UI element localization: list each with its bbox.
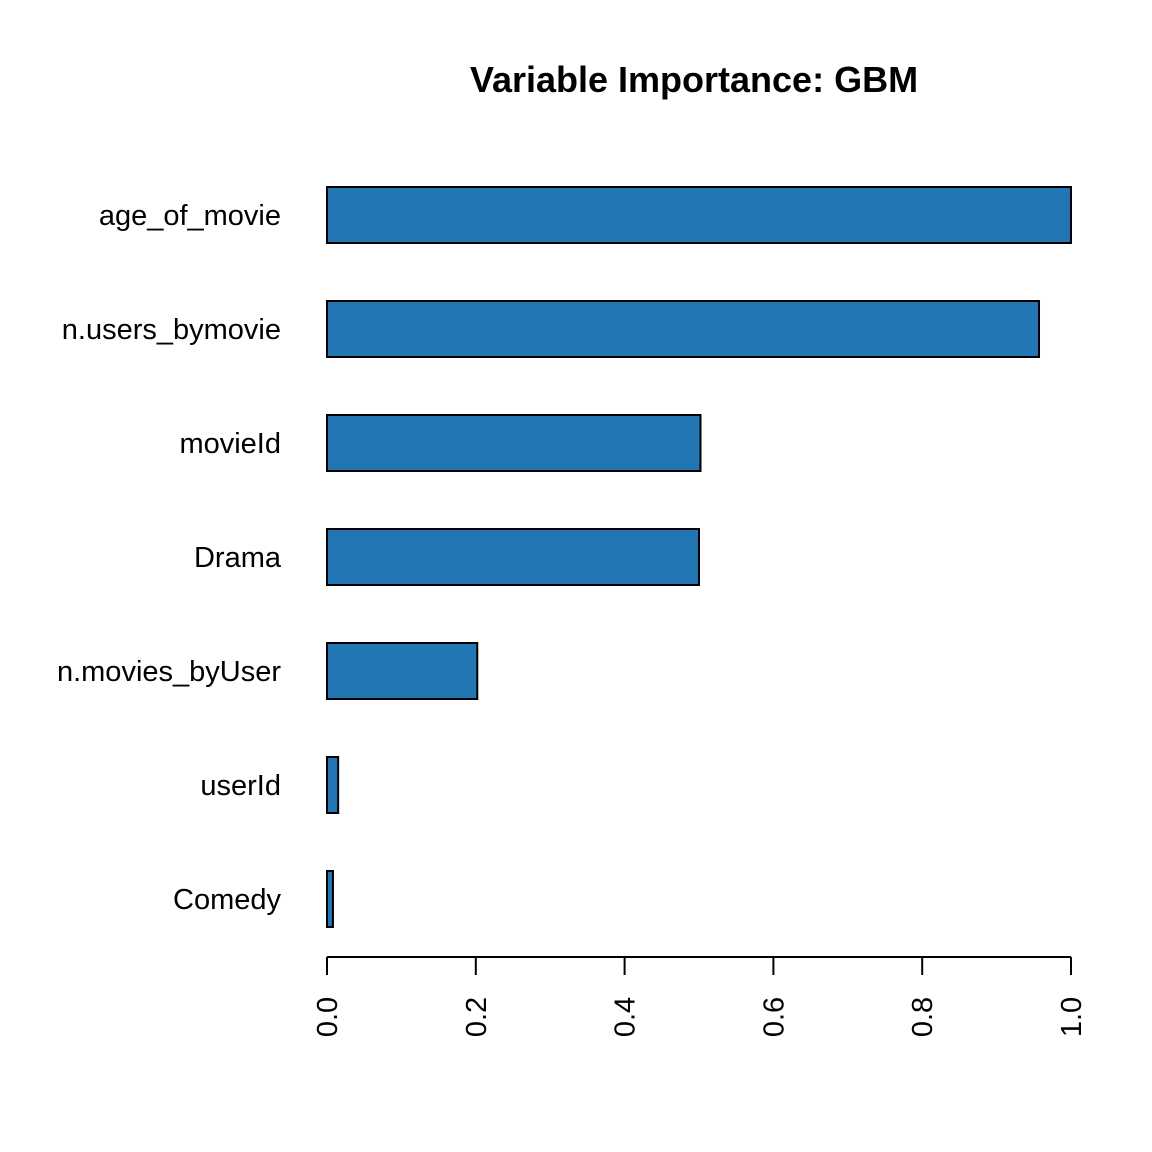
bar-comedy bbox=[326, 870, 334, 928]
category-label-n-movies-byuser: n.movies_byUser bbox=[57, 656, 281, 688]
x-tick-label-0: 0.0 bbox=[312, 997, 344, 1037]
category-labels-group: age_of_movie n.users_bymovie movieId Drama n… bbox=[57, 200, 282, 916]
x-tick-label-4: 0.8 bbox=[907, 997, 939, 1037]
bar-age-of-movie bbox=[326, 186, 1072, 244]
bar-n-users-bymovie bbox=[326, 300, 1041, 358]
x-tick-label-5: 1.0 bbox=[1056, 997, 1088, 1037]
category-label-drama: Drama bbox=[194, 542, 282, 574]
bar-drama bbox=[326, 528, 700, 586]
category-label-movieid: movieId bbox=[179, 428, 281, 460]
bars-group bbox=[326, 186, 1072, 928]
chart-title: Variable Importance: GBM bbox=[470, 59, 918, 100]
x-tick-label-3: 0.6 bbox=[758, 997, 790, 1037]
bar-userid bbox=[326, 756, 340, 814]
category-label-comedy: Comedy bbox=[173, 884, 281, 916]
bar-movieid bbox=[326, 414, 702, 472]
x-tick-label-1: 0.2 bbox=[461, 997, 493, 1037]
category-label-userid: userId bbox=[200, 770, 281, 802]
category-label-age-of-movie: age_of_movie bbox=[99, 200, 281, 232]
x-tick-label-2: 0.4 bbox=[610, 997, 642, 1037]
x-axis: 0.0 0.2 0.4 0.6 0.8 1.0 bbox=[312, 956, 1088, 1037]
bar-n-movies-byuser bbox=[326, 642, 479, 700]
category-label-n-users-bymovie: n.users_bymovie bbox=[62, 314, 281, 346]
